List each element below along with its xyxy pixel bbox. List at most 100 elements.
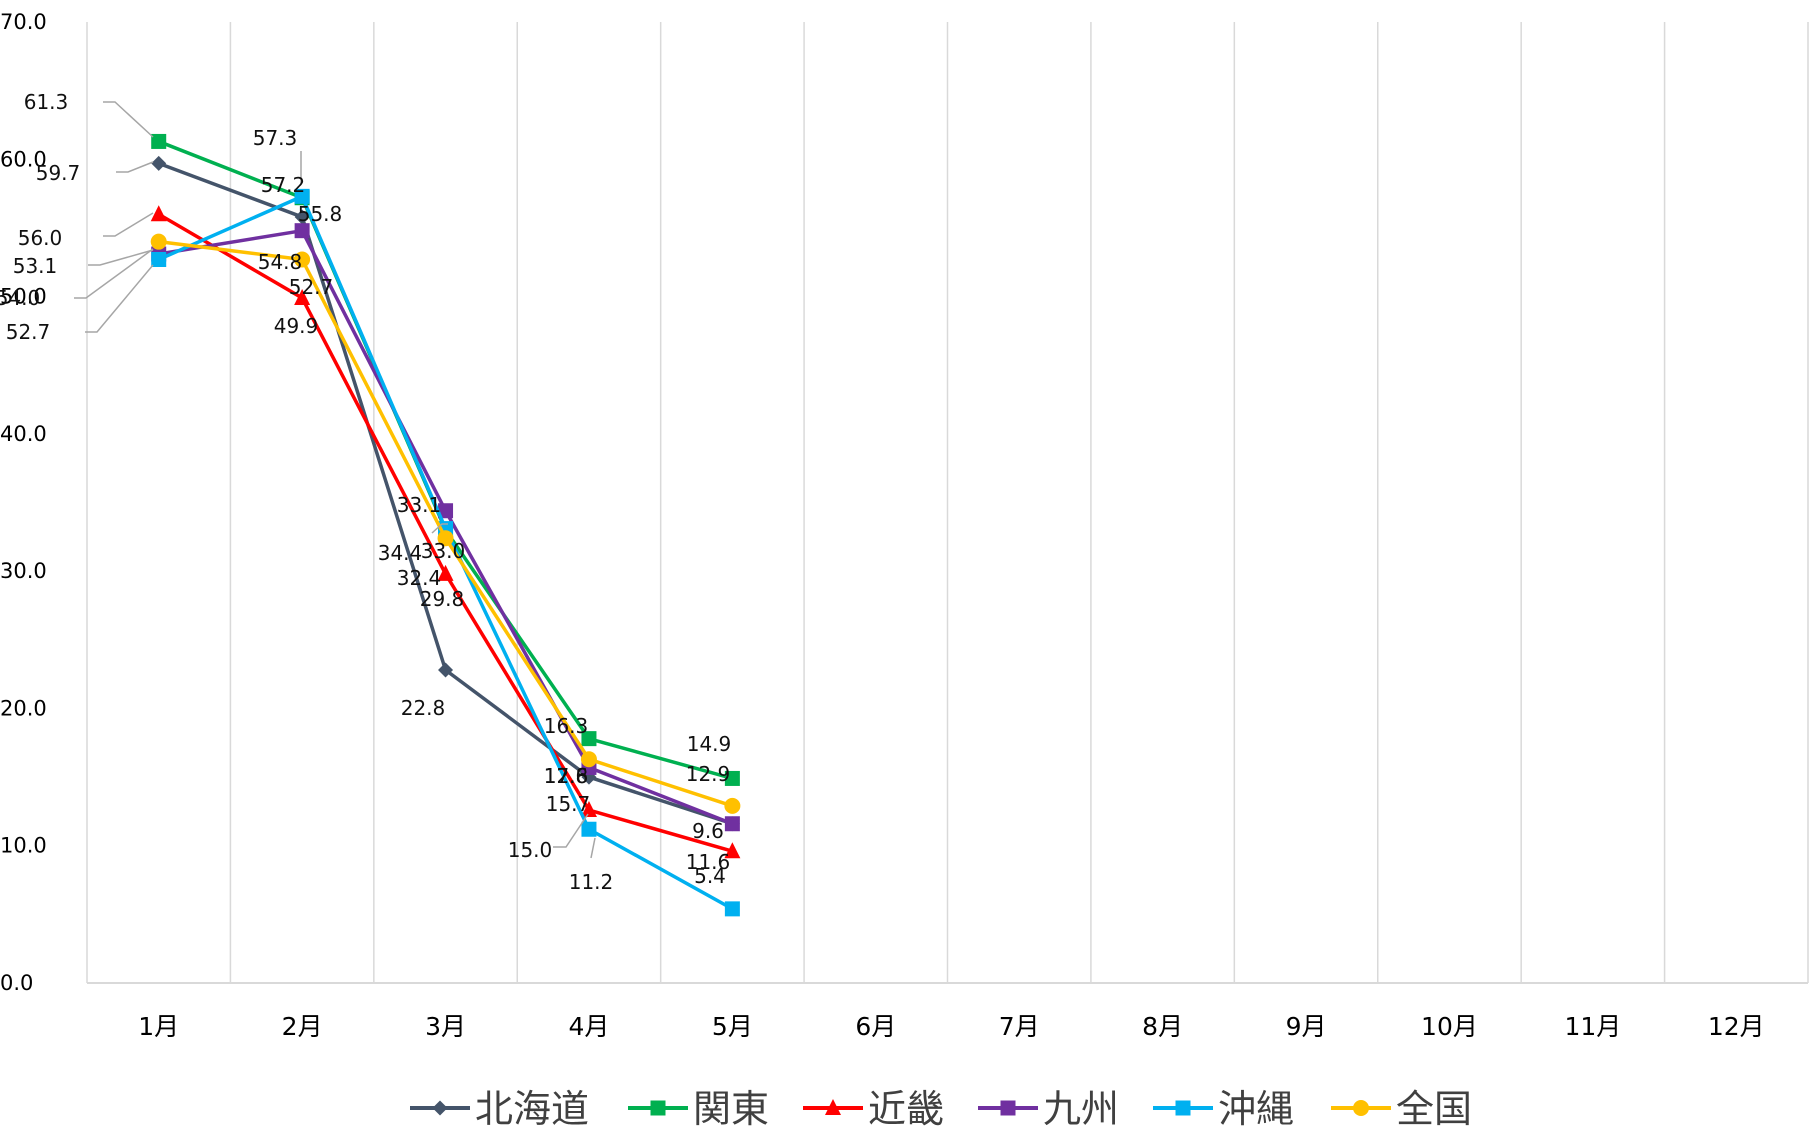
x-tick-label: 7月: [999, 1012, 1040, 1041]
point-marker: [294, 223, 310, 239]
data-label: 12.6: [544, 764, 589, 788]
series-lines: [150, 133, 741, 917]
series-group: [151, 133, 740, 786]
data-label: 33.0: [421, 539, 466, 563]
point-marker: [294, 209, 310, 225]
point-marker: [294, 188, 310, 204]
point-marker: [724, 816, 740, 832]
x-tick-label: 12月: [1708, 1012, 1765, 1041]
data-label: 54.0: [0, 286, 40, 310]
data-label: 59.7: [36, 161, 81, 185]
legend-label: 北海道: [475, 1087, 589, 1131]
legend-label: 関東: [693, 1087, 769, 1131]
axes: 0.0 10.0 20.0 30.0 40.0 50.0 60.0 70.0 1月 2月 3月 4月 5…: [0, 10, 1808, 1041]
x-tick-label: 1月: [138, 1012, 179, 1041]
point-marker: [438, 662, 454, 678]
data-label: 55.8: [298, 202, 343, 226]
legend-item: 沖縄: [1153, 1087, 1294, 1131]
point-marker: [650, 1100, 666, 1116]
data-label: 16.3: [544, 714, 589, 738]
data-label: 61.3: [24, 90, 69, 114]
y-tick-label: 50.0: [0, 285, 47, 309]
label-leader-line: [431, 523, 448, 534]
legend-item: 北海道: [410, 1087, 589, 1131]
label-leader-line: [74, 248, 154, 299]
legend-item: 関東: [628, 1087, 769, 1131]
x-tick-label: 11月: [1564, 1012, 1621, 1041]
y-tick-label: 30.0: [0, 559, 47, 583]
y-tick-label: 40.0: [0, 422, 47, 446]
data-label: 14.9: [687, 732, 732, 756]
data-label: 52.7: [6, 320, 51, 344]
point-marker: [1175, 1100, 1191, 1116]
point-marker: [580, 801, 597, 818]
legend-label: 沖縄: [1218, 1087, 1294, 1131]
point-marker: [825, 1099, 841, 1115]
y-tick-label: 70.0: [0, 10, 47, 34]
legend-item: 近畿: [803, 1087, 944, 1131]
label-leader-line: [103, 212, 154, 237]
legend-item: 九州: [978, 1087, 1119, 1131]
data-label: 5.4: [694, 864, 726, 888]
point-marker: [580, 751, 597, 768]
x-tick-label: 3月: [425, 1012, 466, 1041]
label-leaders: [74, 101, 596, 859]
point-marker: [150, 205, 167, 222]
point-marker: [432, 1100, 448, 1116]
x-tick-label: 10月: [1421, 1012, 1478, 1041]
point-marker: [724, 770, 740, 786]
legend-label: 近畿: [868, 1087, 944, 1131]
data-label: 9.6: [692, 819, 724, 843]
data-label: 15.7: [546, 792, 591, 816]
data-label: 34.4: [378, 541, 423, 565]
x-tick-label: 4月: [569, 1012, 610, 1041]
data-label: 53.1: [13, 254, 58, 278]
data-label: 11.2: [569, 870, 614, 894]
point-marker: [438, 503, 454, 519]
point-marker: [1353, 1100, 1369, 1116]
legend-item: 全国: [1331, 1087, 1472, 1131]
data-label: 56.0: [18, 226, 63, 250]
data-label: 11.6: [686, 850, 731, 874]
data-label: 17.8: [544, 764, 589, 788]
series-group: [151, 155, 740, 832]
data-label: 29.8: [420, 587, 465, 611]
point-marker: [724, 797, 741, 814]
point-marker: [724, 901, 740, 917]
point-marker: [581, 731, 597, 747]
point-marker: [437, 530, 454, 547]
data-label: 57.3: [253, 126, 298, 150]
legend-label: 全国: [1396, 1087, 1472, 1131]
point-marker: [1000, 1100, 1016, 1116]
legend-label: 九州: [1043, 1087, 1119, 1131]
data-label: 57.2: [261, 173, 306, 197]
y-tick-label: 10.0: [0, 834, 47, 858]
legend: 北海道 関東 近畿 九州 沖縄 全国: [410, 1087, 1472, 1131]
label-leader-line: [88, 249, 154, 266]
y-tick-label: 60.0: [0, 147, 47, 171]
y-tick-label: 20.0: [0, 696, 47, 720]
x-tick-label: 2月: [282, 1012, 323, 1041]
label-leader-line: [85, 264, 154, 333]
x-tick-label: 6月: [855, 1012, 896, 1041]
series-line: [158, 139, 733, 781]
data-label: 49.9: [274, 314, 319, 338]
label-leader-line: [116, 161, 154, 173]
point-marker: [151, 252, 167, 268]
data-label: 52.7: [289, 275, 334, 299]
point-marker: [437, 564, 454, 581]
label-leader-line: [590, 837, 596, 859]
x-tick-label: 8月: [1142, 1012, 1183, 1041]
data-labels: 61.3 59.7 56.0 53.1 54.0 52.7 57.3 57.2 55.8 54.8…: [0, 90, 731, 894]
data-label: 32.4: [397, 566, 442, 590]
point-marker: [581, 821, 597, 837]
point-marker: [724, 842, 741, 859]
point-marker: [150, 233, 167, 250]
point-marker: [294, 251, 311, 268]
series-group: [150, 233, 741, 814]
data-label: 54.8: [258, 250, 303, 274]
label-leader-line: [553, 813, 589, 848]
point-marker: [151, 133, 167, 149]
data-label: 12.9: [686, 762, 731, 786]
